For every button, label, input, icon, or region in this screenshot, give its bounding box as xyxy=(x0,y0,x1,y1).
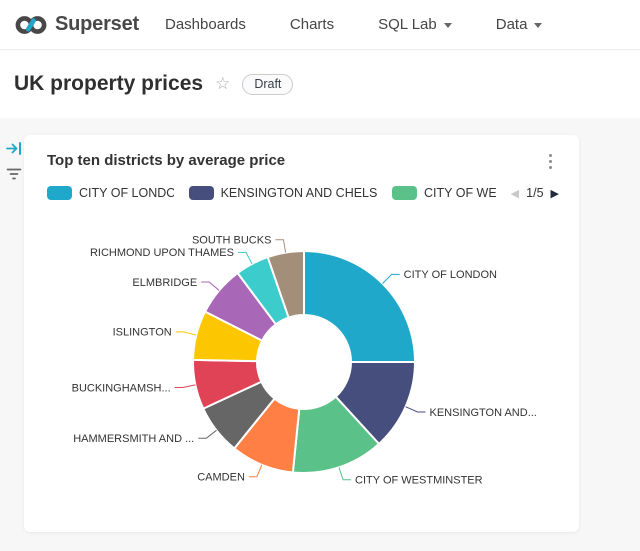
slice-label: ISLINGTON xyxy=(113,327,172,339)
nav-data[interactable]: Data xyxy=(496,16,543,33)
filter-icon[interactable] xyxy=(6,167,22,181)
label-line xyxy=(198,429,217,439)
label-line xyxy=(248,464,263,478)
slice-label: RICHMOND UPON THAMES xyxy=(90,247,234,259)
status-badge: Draft xyxy=(242,73,294,95)
slice-label: CITY OF WESTMINSTER xyxy=(355,474,483,486)
legend-swatch xyxy=(188,186,214,201)
nav-label: Data xyxy=(495,16,528,33)
legend-swatch xyxy=(47,186,72,201)
slice-label: SOUTH BUCKS xyxy=(192,235,271,247)
legend-label: KENSINGTON AND CHELSEA xyxy=(220,186,377,201)
page-title: UK property prices xyxy=(14,72,204,95)
legend-pagination: ◀ 1/5 ▶ xyxy=(511,186,559,200)
donut-chart: CITY OF LONDON KENSINGTON AND... CITY OF W… xyxy=(72,235,537,487)
chevron-down-icon xyxy=(534,23,543,28)
main-nav: Dashboards Charts SQL Lab Data xyxy=(165,16,586,33)
chart-card: Top ten districts by average price CITY … xyxy=(24,135,579,532)
label-line xyxy=(175,331,197,336)
legend-prev-icon[interactable]: ◀ xyxy=(510,186,520,200)
slice-label: KENSINGTON AND... xyxy=(429,407,536,419)
dashboard-body: Top ten districts by average price CITY … xyxy=(0,118,640,550)
top-navbar: Superset Dashboards Charts SQL Lab Data xyxy=(0,0,640,50)
label-line xyxy=(338,467,352,481)
legend-swatch xyxy=(392,186,417,201)
slice-label: HAMMERSMITH AND ... xyxy=(73,433,194,445)
more-options-icon[interactable] xyxy=(544,152,557,171)
slice-label: ELMBRIDGE xyxy=(132,277,197,289)
pie-slice-0[interactable] xyxy=(303,250,416,363)
label-line xyxy=(237,251,253,265)
nav-label: Charts xyxy=(289,16,335,33)
label-line xyxy=(174,384,196,389)
legend-item[interactable]: CITY OF WES xyxy=(392,186,496,201)
legend-next-icon[interactable]: ▶ xyxy=(550,186,559,200)
nav-sql-lab[interactable]: SQL Lab xyxy=(378,16,452,33)
legend-label: CITY OF WES xyxy=(424,186,496,201)
slice-label: BUCKINGHAMSH... xyxy=(72,382,171,394)
legend-item[interactable]: KENSINGTON AND CHELSEA xyxy=(188,186,377,201)
brand-name: Superset xyxy=(55,13,139,35)
nav-dashboards[interactable]: Dashboards xyxy=(165,16,246,33)
dashboard-header: UK property prices ☆ Draft xyxy=(0,50,640,118)
expand-filter-bar-icon[interactable] xyxy=(6,140,23,157)
chart-legend: CITY OF LONDON KENSINGTON AND CHELSEA CI… xyxy=(47,186,559,201)
label-line xyxy=(382,273,400,284)
slice-label: CITY OF LONDON xyxy=(404,269,497,281)
chart-card-header: Top ten districts by average price xyxy=(24,135,579,171)
label-line xyxy=(201,281,220,291)
filter-rail xyxy=(0,118,24,191)
label-line xyxy=(405,406,426,413)
label-line xyxy=(275,239,287,253)
nav-label: Dashboards xyxy=(165,16,246,33)
chart-title[interactable]: Top ten districts by average price xyxy=(47,152,286,169)
nav-label: SQL Lab xyxy=(378,16,437,33)
legend-page-indicator: 1/5 xyxy=(526,186,544,201)
legend-label: CITY OF LONDON xyxy=(79,186,174,201)
pie-slice-9[interactable] xyxy=(266,250,305,319)
slice-label: CAMDEN xyxy=(197,472,245,484)
favorite-star-icon[interactable]: ☆ xyxy=(215,74,231,94)
superset-infinity-icon xyxy=(15,15,47,34)
legend-item[interactable]: CITY OF LONDON xyxy=(47,186,174,201)
chevron-down-icon xyxy=(443,23,452,28)
nav-charts[interactable]: Charts xyxy=(290,16,334,33)
superset-logo[interactable]: Superset xyxy=(14,13,139,37)
